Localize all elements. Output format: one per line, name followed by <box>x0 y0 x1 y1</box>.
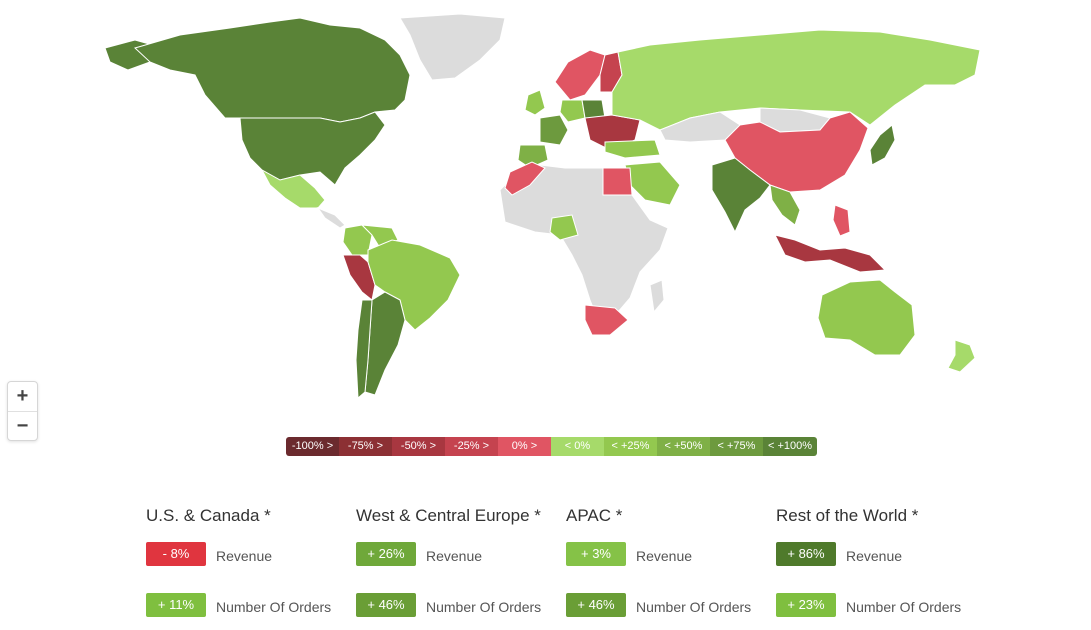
legend-item: < +25% <box>604 437 657 456</box>
country-peru[interactable] <box>342 254 376 301</box>
legend-item: < +50% <box>657 437 710 456</box>
country-germany[interactable] <box>559 99 586 123</box>
zoom-in-button[interactable]: + <box>8 382 37 411</box>
country-iberia[interactable] <box>517 144 549 169</box>
revenue-badge: + 86% <box>776 542 836 566</box>
country-france[interactable] <box>539 114 569 146</box>
revenue-label: Revenue <box>216 548 273 564</box>
orders-metric: + 11% Number Of Orders <box>146 593 331 617</box>
plus-icon: + <box>16 385 29 407</box>
revenue-metric: - 8% Revenue <box>146 542 272 566</box>
country-japan[interactable] <box>869 124 896 166</box>
country-philippines[interactable] <box>832 204 851 237</box>
country-new-zealand[interactable] <box>947 339 976 373</box>
revenue-badge: - 8% <box>146 542 206 566</box>
region-west-central-europe: West & Central Europe * + 26% Revenue + … <box>356 505 566 617</box>
revenue-badge: + 3% <box>566 542 626 566</box>
country-south-africa[interactable] <box>584 304 629 336</box>
orders-metric: + 23% Number Of Orders <box>776 593 961 617</box>
orders-label: Number Of Orders <box>636 599 752 615</box>
country-india[interactable] <box>711 157 771 234</box>
world-map[interactable]: + − <box>0 0 1091 441</box>
country-uk[interactable] <box>524 89 546 116</box>
revenue-label: Revenue <box>426 548 483 564</box>
country-nigeria[interactable] <box>549 214 579 241</box>
revenue-label: Revenue <box>636 548 693 564</box>
legend-item: 0% > <box>498 437 551 456</box>
country-central-america[interactable] <box>316 206 346 229</box>
color-legend: -100% > -75% > -50% > -25% >0% > < 0% < +25% <… <box>286 437 817 456</box>
orders-label: Number Of Orders <box>216 599 332 615</box>
country-scandinavia[interactable] <box>554 49 606 101</box>
revenue-metric: + 86% Revenue <box>776 542 902 566</box>
country-madagascar[interactable] <box>649 279 665 314</box>
region-us-canada: U.S. & Canada * - 8% Revenue + 11% Numbe… <box>146 505 356 617</box>
region-title: APAC * <box>566 506 623 525</box>
country-chile[interactable] <box>355 299 373 400</box>
minus-icon: − <box>16 415 29 437</box>
legend-item: < +75% <box>710 437 763 456</box>
region-apac: APAC * + 3% Revenue + 46% Number Of Orde… <box>566 505 776 617</box>
legend-item: < 0% <box>551 437 604 456</box>
choropleth-map[interactable] <box>0 0 1091 420</box>
country-egypt[interactable] <box>602 167 633 196</box>
country-morocco[interactable] <box>504 161 546 196</box>
region-title: U.S. & Canada * <box>146 506 271 525</box>
legend-item: < +100% <box>763 437 817 456</box>
orders-badge: + 23% <box>776 593 836 617</box>
country-australia[interactable] <box>817 279 916 356</box>
revenue-badge: + 26% <box>356 542 416 566</box>
country-indonesia[interactable] <box>774 234 887 273</box>
zoom-out-button[interactable]: − <box>8 412 37 441</box>
zoom-controls: + − <box>7 381 38 441</box>
country-turkey[interactable] <box>604 139 661 159</box>
country-mexico[interactable] <box>260 168 326 209</box>
country-usa[interactable] <box>239 111 386 186</box>
orders-metric: + 46% Number Of Orders <box>356 593 541 617</box>
legend-item: -100% > <box>286 437 339 456</box>
country-greenland[interactable] <box>399 13 506 81</box>
orders-badge: + 46% <box>566 593 626 617</box>
legend-item: -75% > <box>339 437 392 456</box>
revenue-label: Revenue <box>846 548 903 564</box>
orders-metric: + 46% Number Of Orders <box>566 593 751 617</box>
country-canada[interactable] <box>134 17 411 123</box>
orders-label: Number Of Orders <box>846 599 962 615</box>
region-title: Rest of the World * <box>776 506 919 525</box>
country-brazil[interactable] <box>367 239 461 331</box>
country-poland[interactable] <box>581 99 606 119</box>
orders-label: Number Of Orders <box>426 599 542 615</box>
orders-badge: + 46% <box>356 593 416 617</box>
region-title: West & Central Europe * <box>356 506 541 525</box>
zoom-divider <box>8 411 37 412</box>
region-rest-of-world: Rest of the World * + 86% Revenue + 23% … <box>776 505 986 617</box>
legend-item: -50% > <box>392 437 445 456</box>
country-southeast-asia[interactable] <box>769 184 801 226</box>
orders-badge: + 11% <box>146 593 206 617</box>
legend-item: -25% > <box>445 437 498 456</box>
revenue-metric: + 26% Revenue <box>356 542 482 566</box>
country-africa-nodata[interactable] <box>499 164 669 326</box>
revenue-metric: + 3% Revenue <box>566 542 692 566</box>
